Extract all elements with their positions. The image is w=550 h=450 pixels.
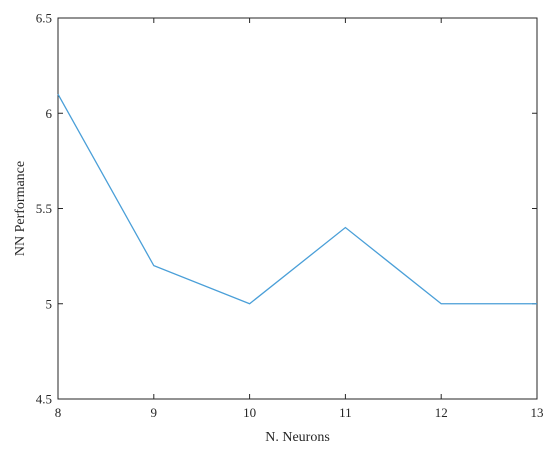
series-line — [57, 93, 537, 305]
x-tick-label: 12 — [435, 405, 448, 420]
x-tick-label: 8 — [55, 405, 62, 420]
x-tick-label: 11 — [339, 405, 352, 420]
x-tick-label: 10 — [243, 405, 256, 420]
x-tick-label: 9 — [151, 405, 158, 420]
series-layer — [57, 93, 537, 305]
y-tick-label: 4.5 — [36, 392, 52, 407]
x-axis-ticks: 8 9 10 11 12 13 — [55, 18, 544, 420]
x-axis-label: N. Neurons — [265, 430, 330, 445]
y-tick-label: 5 — [46, 296, 53, 311]
y-tick-label: 6.5 — [36, 11, 52, 26]
plot-area — [57, 17, 538, 400]
y-tick-label: 6 — [46, 106, 53, 121]
y-axis-label: NN Performance — [13, 161, 28, 256]
y-tick-label: 5.5 — [36, 201, 52, 216]
x-tick-label: 13 — [531, 405, 544, 420]
y-axis-ticks: 4.5 5 5.5 6 6.5 — [36, 11, 537, 407]
